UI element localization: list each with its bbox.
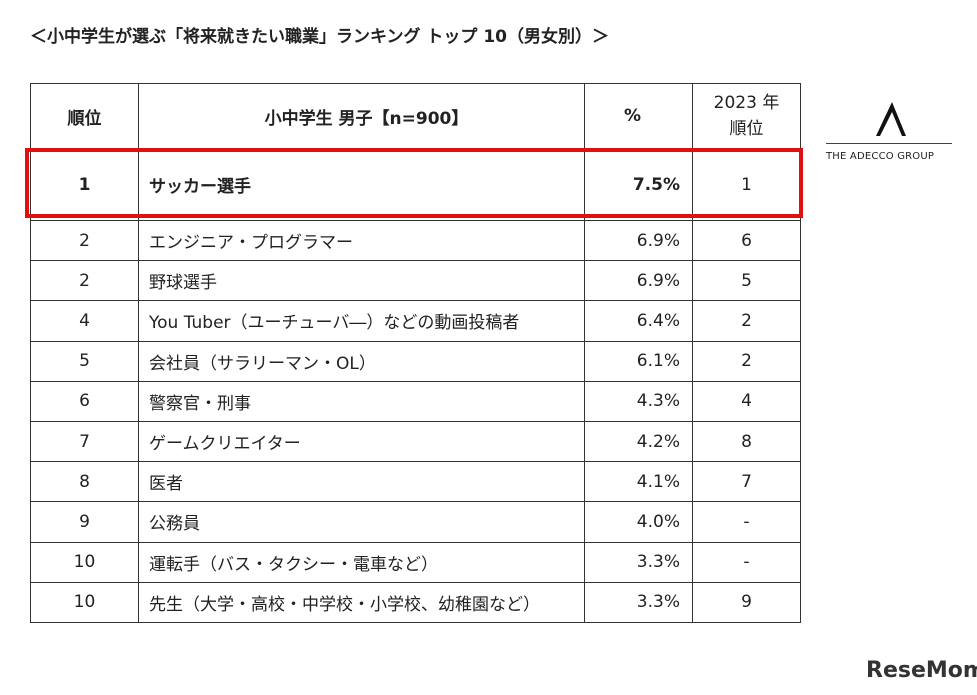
table-cell: 4.0% bbox=[584, 501, 693, 543]
table-cell: 2 bbox=[692, 300, 801, 342]
table-cell: 6.1% bbox=[584, 340, 693, 382]
table-cell: 10 bbox=[30, 581, 139, 623]
table-cell: 7 bbox=[30, 421, 139, 463]
logo-mark bbox=[876, 102, 906, 136]
table-cell: 野球選手 bbox=[138, 260, 585, 302]
watermark: ReseMom bbox=[866, 658, 977, 683]
table-cell: 4 bbox=[692, 380, 801, 422]
table-cell: 会社員（サラリーマン・OL） bbox=[138, 340, 585, 382]
table-cell: 9 bbox=[692, 581, 801, 623]
table-cell: - bbox=[692, 541, 801, 583]
table-cell: 4.1% bbox=[584, 461, 693, 503]
table-cell: エンジニア・プログラマー bbox=[138, 220, 585, 262]
title: ＜小中学生が選ぶ「将来就きたい職業」ランキング トップ 10（男女別）＞ bbox=[30, 27, 609, 47]
table-cell: 警察官・刑事 bbox=[138, 380, 585, 422]
table-cell: 8 bbox=[30, 461, 139, 503]
header-cell: 順位 bbox=[30, 83, 139, 149]
table-cell: ゲームクリエイター bbox=[138, 421, 585, 463]
table-cell: 5 bbox=[30, 340, 139, 382]
table-cell: - bbox=[692, 501, 801, 543]
table-cell: 公務員 bbox=[138, 501, 585, 543]
table-cell: 4.3% bbox=[584, 380, 693, 422]
logo-rule bbox=[826, 143, 952, 144]
table-cell: 2 bbox=[30, 260, 139, 302]
table-cell: 先生（大学・高校・中学校・小学校、幼稚園など） bbox=[138, 581, 585, 623]
table-cell: 6 bbox=[692, 220, 801, 262]
header-cell: 小中学生 男子【n=900】 bbox=[138, 83, 585, 149]
header-line: 2023 年 bbox=[713, 93, 780, 113]
table-cell: 医者 bbox=[138, 461, 585, 503]
table-cell: 6.9% bbox=[584, 220, 693, 262]
table-cell: 6 bbox=[30, 380, 139, 422]
header-line: 順位 bbox=[729, 119, 764, 139]
table-cell: 2 bbox=[30, 220, 139, 262]
table-cell: 運転手（バス・タクシー・電車など） bbox=[138, 541, 585, 583]
table-cell: 3.3% bbox=[584, 541, 693, 583]
table-cell: 6.9% bbox=[584, 260, 693, 302]
highlight-box bbox=[25, 148, 803, 218]
table-cell: 8 bbox=[692, 421, 801, 463]
table-cell: 4 bbox=[30, 300, 139, 342]
table-cell: 4.2% bbox=[584, 421, 693, 463]
header-cell: 2023 年順位 bbox=[692, 83, 801, 149]
logo-text: THE ADECCO GROUP bbox=[826, 151, 935, 162]
header-cell: % bbox=[584, 83, 693, 149]
table-cell: 3.3% bbox=[584, 581, 693, 623]
table-cell: 9 bbox=[30, 501, 139, 543]
table-cell: 6.4% bbox=[584, 300, 693, 342]
table-cell: 7 bbox=[692, 461, 801, 503]
table-cell: You Tuber（ユーチューバ―）などの動画投稿者 bbox=[138, 300, 585, 342]
table-cell: 10 bbox=[30, 541, 139, 583]
table-cell: 5 bbox=[692, 260, 801, 302]
table-cell: 2 bbox=[692, 340, 801, 382]
